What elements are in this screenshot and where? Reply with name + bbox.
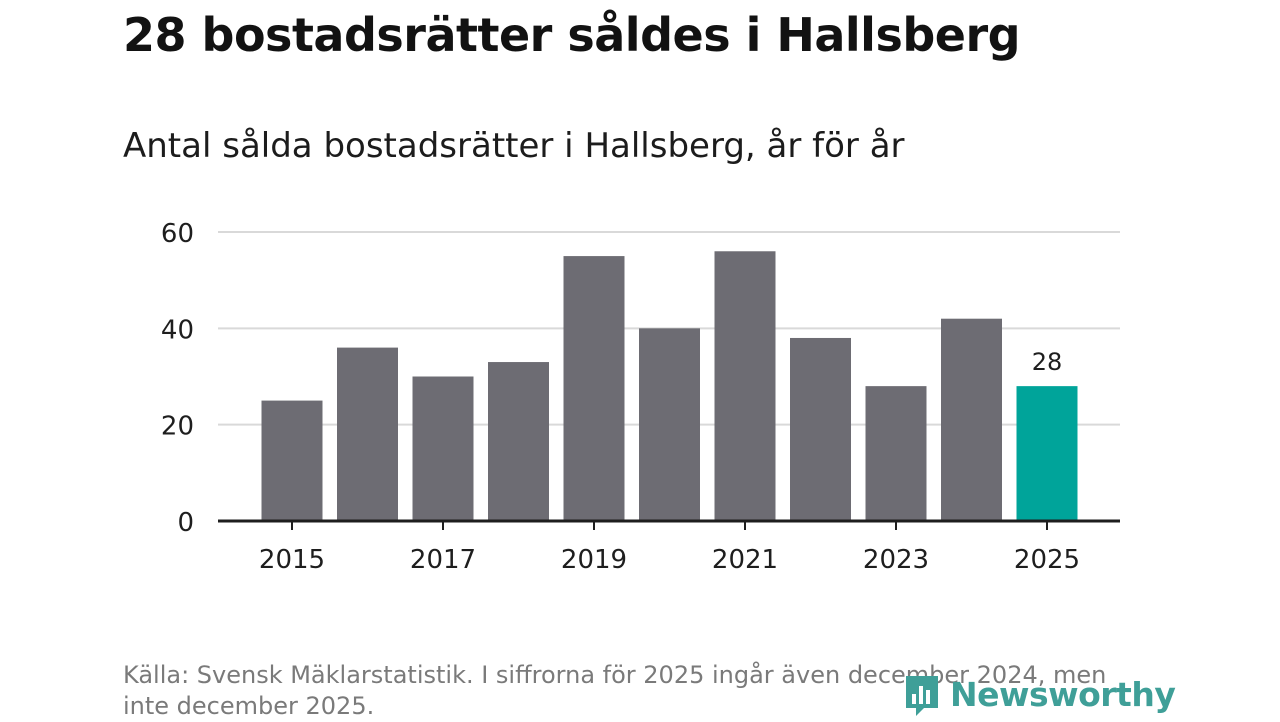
x-tick-label: 2019 [561, 545, 627, 575]
x-tick-label: 2015 [259, 545, 325, 575]
bar-2016 [337, 347, 398, 521]
y-tick-label: 40 [161, 315, 194, 345]
bar-2015 [261, 400, 323, 521]
y-tick-label: 60 [161, 219, 194, 249]
bar-2020 [639, 328, 700, 521]
y-tick-label: 20 [161, 412, 194, 442]
bar-2018 [488, 362, 549, 521]
bar-2024 [941, 318, 1002, 521]
source-note: Källa: Svensk Mäklarstatistik. I siffror… [123, 661, 1107, 720]
x-tick-label: 2021 [712, 545, 778, 575]
bar-2025 [1016, 386, 1078, 521]
chart-title: 28 bostadsrätter såldes i Hallsberg [123, 8, 1021, 62]
newsworthy-logo-text: Newsworthy [950, 674, 1176, 714]
newsworthy-logo-icon [906, 676, 938, 716]
bar-2019 [563, 256, 625, 521]
bar-2021 [714, 251, 776, 521]
bar-2017 [412, 376, 474, 521]
y-tick-label: 0 [177, 508, 194, 538]
chart-subtitle: Antal sålda bostadsrätter i Hallsberg, å… [123, 126, 905, 166]
data-label: 28 [1032, 348, 1063, 376]
x-tick-label: 2017 [410, 545, 476, 575]
x-tick-label: 2023 [863, 545, 929, 575]
newsworthy-logo: Newsworthy [900, 668, 1176, 720]
x-tick-label: 2025 [1014, 545, 1080, 575]
bar-2022 [790, 337, 851, 521]
bar-2023 [865, 386, 927, 521]
